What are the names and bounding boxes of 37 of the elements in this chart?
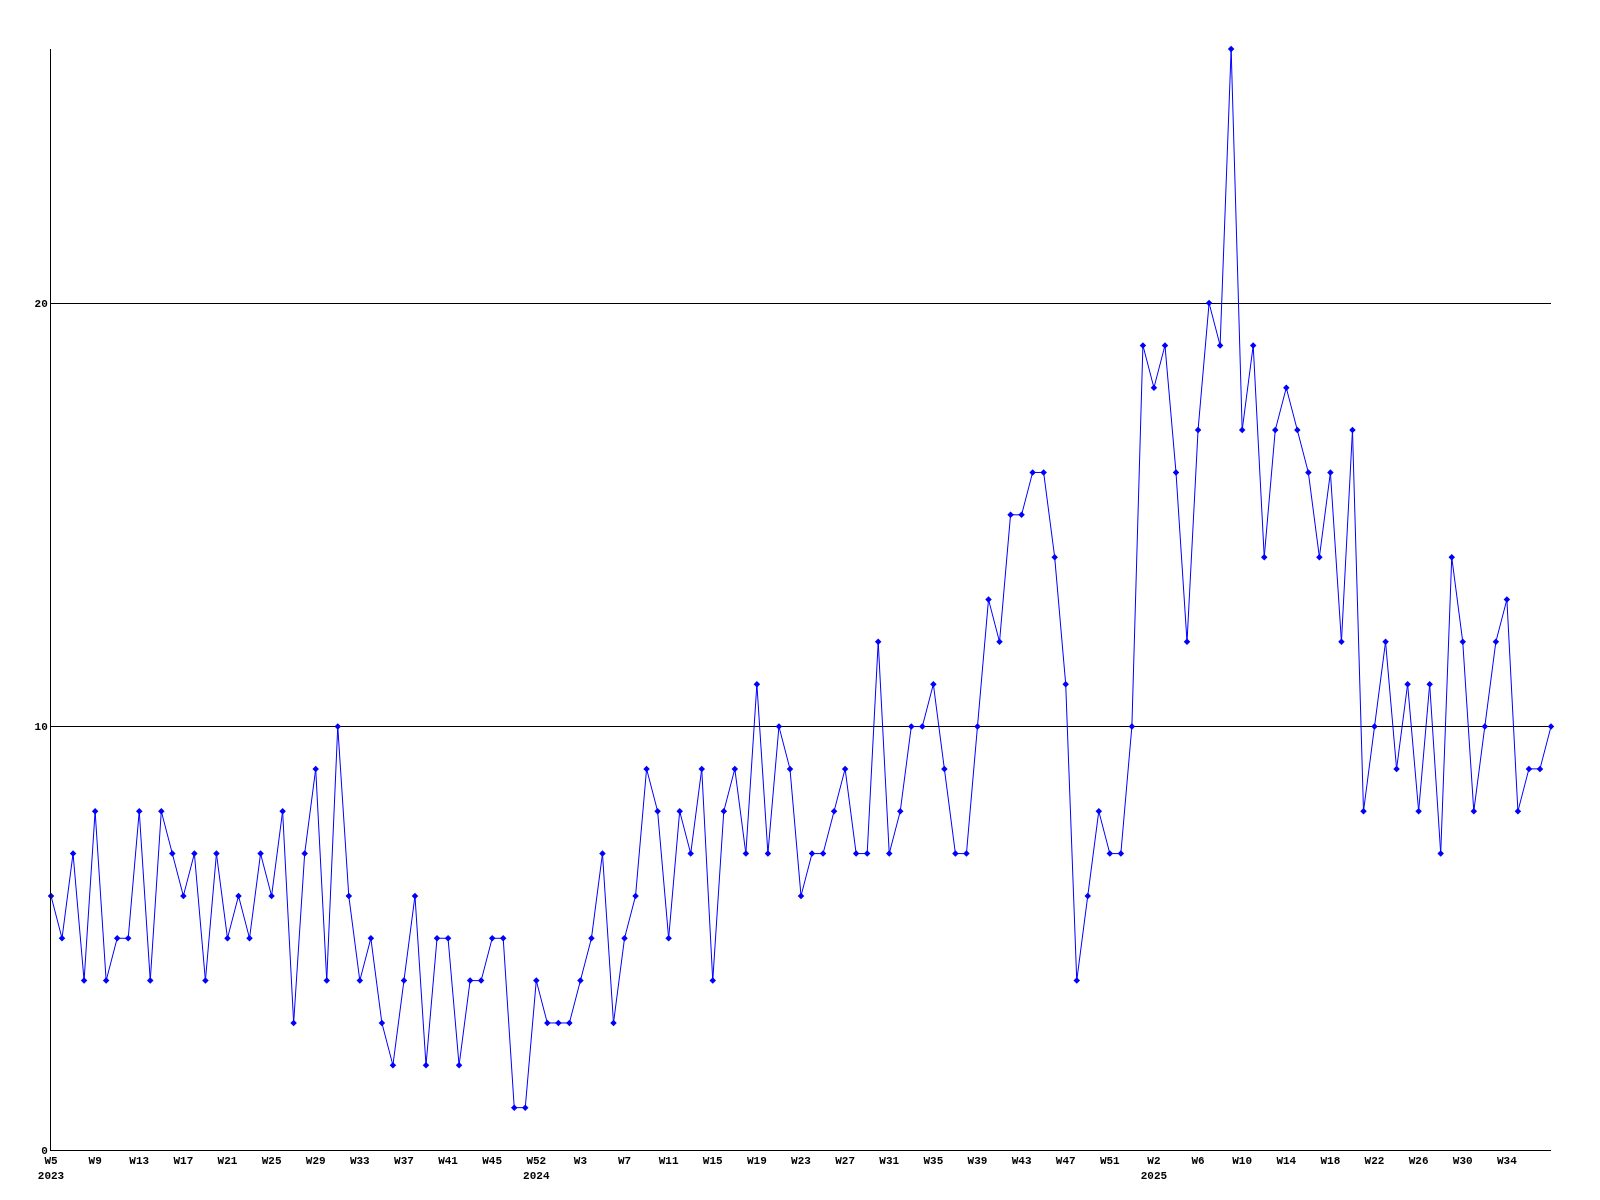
x-tick-label: W14 (1276, 1155, 1297, 1168)
x-tick-label: W33 (349, 1155, 371, 1168)
x-tick-label: W51 (1099, 1155, 1121, 1168)
x-tick-label: W47 (1055, 1155, 1076, 1168)
x-tick-label: W26 (1408, 1155, 1429, 1168)
x-tick-label: W31 (879, 1155, 900, 1168)
x-tick-label: W37 (394, 1155, 414, 1168)
x-tick-label: W9 (88, 1155, 102, 1168)
x-tick-label: W21 (217, 1155, 238, 1168)
y-tick-label: 20 (34, 297, 48, 310)
y-tick-label: 0 (41, 1144, 48, 1157)
x-tick-label: W52 2024 (523, 1155, 550, 1182)
x-tick-label: W41 (438, 1155, 459, 1168)
x-tick-label: W17 (173, 1155, 194, 1168)
x-tick-label: W43 (1011, 1155, 1032, 1168)
x-tick-label: W11 (658, 1155, 679, 1168)
x-tick-label: W22 (1364, 1155, 1385, 1168)
x-tick-label: W45 (482, 1155, 503, 1168)
x-tick-label: W3 (573, 1155, 588, 1168)
x-tick-label: W34 (1496, 1155, 1518, 1168)
x-tick-label: W19 (746, 1155, 767, 1168)
x-tick-label: W23 (791, 1155, 812, 1168)
x-tick-label: W2 2025 (1140, 1155, 1168, 1182)
x-tick-label: W5 2023 (37, 1155, 65, 1182)
x-tick-label: W25 (261, 1155, 282, 1168)
x-tick-label: W13 (129, 1155, 150, 1168)
x-tick-label: W15 (702, 1155, 724, 1168)
x-tick-label: W18 (1320, 1155, 1341, 1168)
x-tick-label: W10 (1232, 1155, 1253, 1168)
x-tick-label: W39 (967, 1155, 988, 1168)
x-tick-label: W35 (923, 1155, 944, 1168)
y-tick-label: 10 (34, 721, 48, 734)
x-tick-label: W6 (1191, 1155, 1205, 1168)
x-tick-label: W27 (835, 1155, 856, 1168)
x-tick-label: W7 (617, 1155, 632, 1168)
x-tick-label: W29 (305, 1155, 326, 1168)
x-tick-label: W30 (1452, 1155, 1473, 1168)
